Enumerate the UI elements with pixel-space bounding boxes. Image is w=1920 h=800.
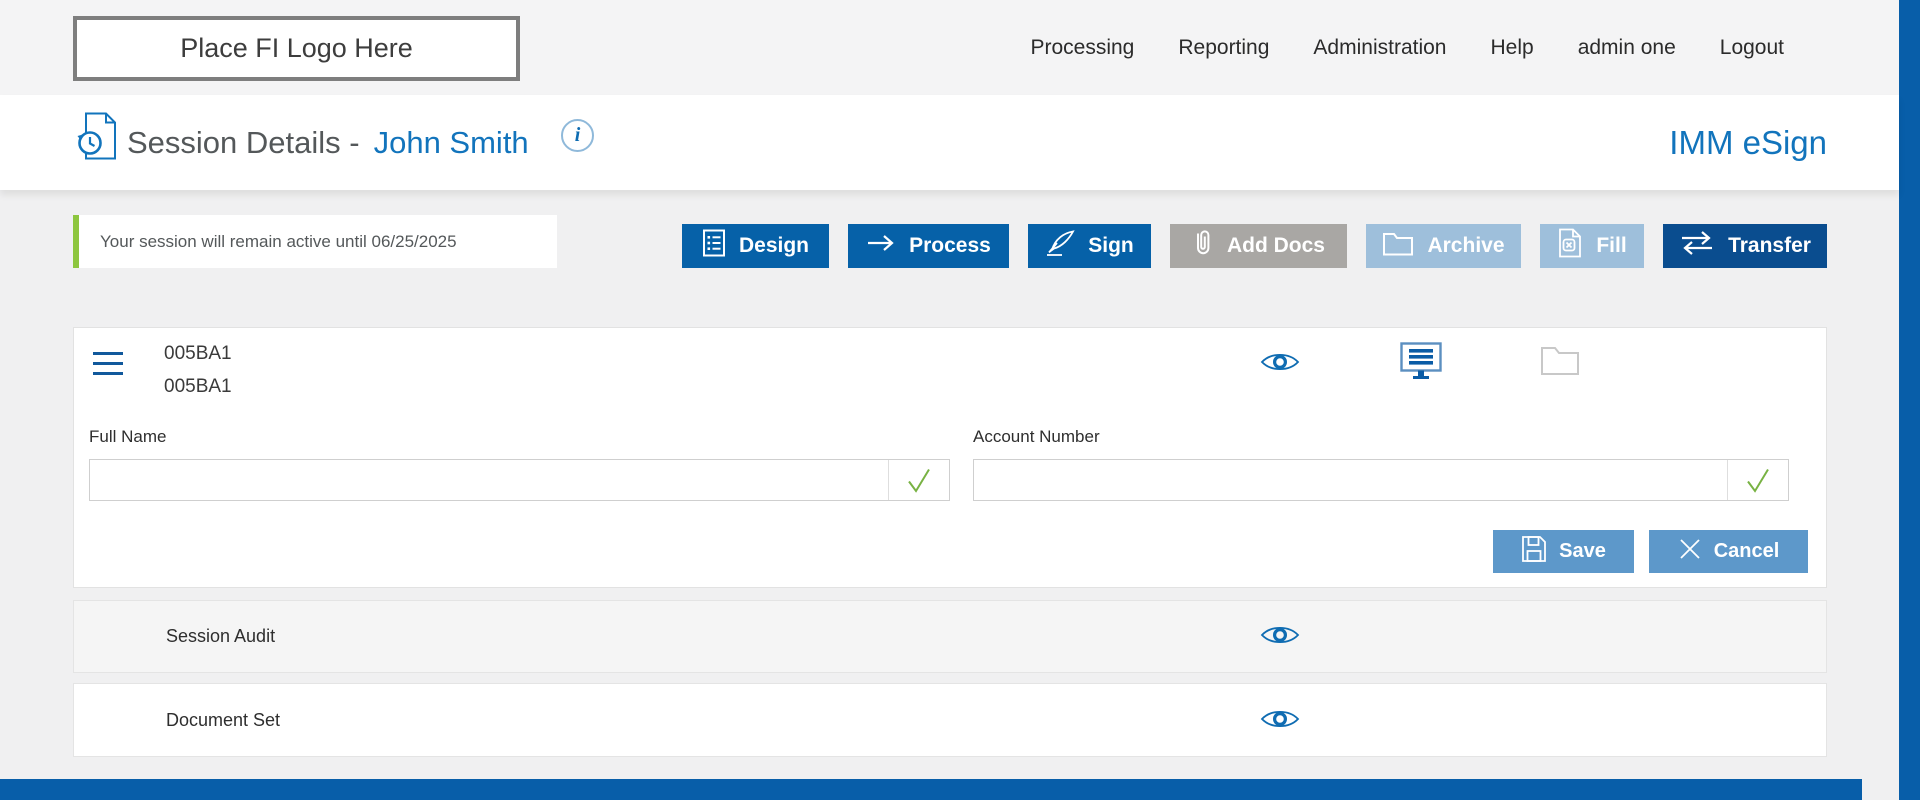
fill-button[interactable]: Fill xyxy=(1540,224,1644,268)
document-set-eye-icon[interactable] xyxy=(1260,707,1300,734)
sign-button[interactable]: Sign xyxy=(1028,224,1151,268)
monitor-icon[interactable] xyxy=(1400,342,1442,383)
account-number-label: Account Number xyxy=(973,427,1100,446)
fi-logo-placeholder: Place FI Logo Here xyxy=(73,16,520,81)
session-audit-label: Session Audit xyxy=(166,626,276,646)
nav-item-help[interactable]: Help xyxy=(1490,35,1534,59)
save-button[interactable]: Save xyxy=(1493,530,1634,573)
archive-button[interactable]: Archive xyxy=(1366,224,1521,268)
transfer-button[interactable]: Transfer xyxy=(1663,224,1827,268)
account-number-input-group xyxy=(973,459,1789,501)
document-set-label: Document Set xyxy=(166,709,281,730)
add-docs-button[interactable]: Add Docs xyxy=(1170,224,1347,268)
save-floppy-icon xyxy=(1521,535,1547,569)
sign-button-label: Sign xyxy=(1088,234,1134,257)
arrow-right-icon xyxy=(866,232,896,260)
folder-disabled-icon[interactable] xyxy=(1540,344,1580,379)
document-set-row[interactable]: Document Set xyxy=(73,683,1827,757)
process-button-label: Process xyxy=(909,234,991,257)
full-name-valid-check-icon xyxy=(888,460,949,500)
preview-eye-icon[interactable] xyxy=(1260,350,1300,377)
add-docs-button-label: Add Docs xyxy=(1226,234,1325,257)
save-button-label: Save xyxy=(1559,540,1606,562)
cancel-button-label: Cancel xyxy=(1713,540,1780,562)
session-ids: 005BA1 005BA1 xyxy=(164,337,232,403)
full-name-label: Full Name xyxy=(89,427,167,446)
transfer-arrows-icon xyxy=(1679,230,1715,262)
session-id-line-2: 005BA1 xyxy=(164,376,232,397)
account-number-valid-check-icon xyxy=(1727,460,1788,500)
info-icon-glyph: i xyxy=(574,124,581,146)
title-bar-background xyxy=(0,95,1899,190)
transfer-button-label: Transfer xyxy=(1728,234,1811,257)
session-expiry-message: Your session will remain active until 06… xyxy=(100,231,457,251)
right-edge-bar xyxy=(1899,0,1920,800)
cancel-x-icon xyxy=(1678,537,1702,567)
session-id-line-1: 005BA1 xyxy=(164,343,232,364)
fi-logo-text: Place FI Logo Here xyxy=(180,33,413,63)
page-title: Session Details - John Smith xyxy=(127,95,529,190)
design-button-label: Design xyxy=(738,234,809,257)
action-button-row: Design Process Sign Add Docs xyxy=(682,224,1827,268)
process-button[interactable]: Process xyxy=(848,224,1009,268)
drag-handle-icon[interactable] xyxy=(93,352,123,382)
brand-imm-esign: IMM eSign xyxy=(1669,123,1827,161)
nav-item-administration[interactable]: Administration xyxy=(1313,35,1447,59)
app-header: Place FI Logo Here Processing Reporting … xyxy=(0,0,1899,95)
nav-item-reporting[interactable]: Reporting xyxy=(1178,35,1270,59)
full-name-input[interactable] xyxy=(90,460,888,500)
info-icon[interactable]: i xyxy=(561,119,594,152)
account-number-input[interactable] xyxy=(974,460,1727,500)
paperclip-icon xyxy=(1192,228,1214,264)
main-nav: Processing Reporting Administration Help… xyxy=(1030,0,1784,95)
archive-button-label: Archive xyxy=(1427,234,1505,257)
fill-button-label: Fill xyxy=(1596,234,1627,257)
cancel-button[interactable]: Cancel xyxy=(1649,530,1808,573)
quill-pen-icon xyxy=(1045,229,1075,263)
nav-item-username[interactable]: admin one xyxy=(1577,35,1676,59)
design-document-icon xyxy=(702,229,726,263)
nav-item-processing[interactable]: Processing xyxy=(1030,35,1135,59)
session-panel: 005BA1 005BA1 Full Name Account Number xyxy=(73,327,1827,588)
footer-bar xyxy=(0,779,1862,800)
nav-item-logout[interactable]: Logout xyxy=(1719,35,1784,59)
design-button[interactable]: Design xyxy=(682,224,829,268)
full-name-input-group xyxy=(89,459,950,501)
document-x-icon xyxy=(1557,228,1583,264)
session-expiry-banner: Your session will remain active until 06… xyxy=(73,215,557,268)
session-history-document-icon xyxy=(77,112,117,160)
session-name-link[interactable]: John Smith xyxy=(373,124,529,160)
session-audit-eye-icon[interactable] xyxy=(1260,623,1300,650)
session-audit-row[interactable]: Session Audit xyxy=(73,600,1827,673)
page-title-text: Session Details - xyxy=(127,124,360,160)
folder-icon xyxy=(1382,230,1414,262)
